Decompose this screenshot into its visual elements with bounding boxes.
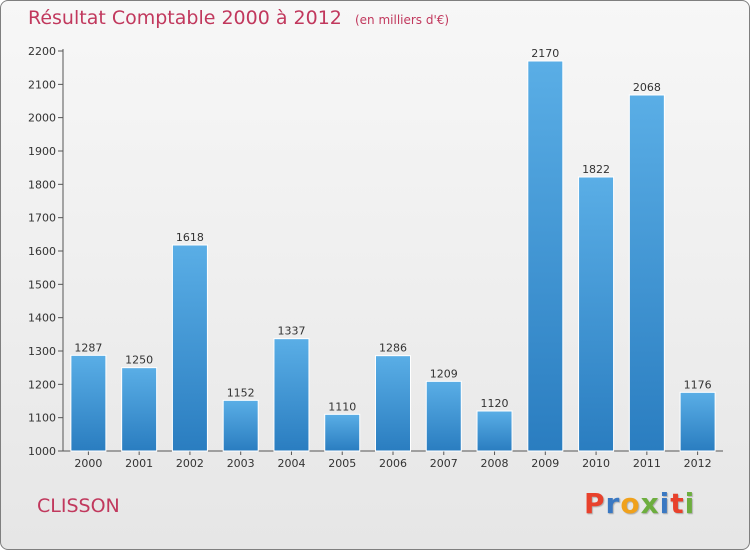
data-label-2010: 1822 — [582, 163, 610, 176]
y-tick-label: 2100 — [28, 78, 56, 91]
x-tick-label: 2004 — [277, 457, 305, 470]
x-tick-label: 2005 — [328, 457, 356, 470]
bar-2000 — [70, 354, 107, 452]
y-tick-label: 1000 — [28, 445, 56, 458]
x-tick-label: 2010 — [582, 457, 610, 470]
x-tick-label: 2009 — [531, 457, 559, 470]
commune-name: CLISSON — [37, 495, 120, 517]
data-label-2003: 1152 — [227, 386, 255, 399]
data-label-2006: 1286 — [379, 342, 407, 355]
bar-2012 — [679, 391, 716, 452]
bar-2002 — [171, 244, 208, 452]
logo-letter: r — [605, 487, 621, 520]
bar-2007 — [425, 380, 462, 452]
data-label-2008: 1120 — [481, 397, 509, 410]
bar-2008 — [476, 410, 513, 452]
data-label-2005: 1110 — [328, 400, 356, 413]
proxiti-logo: Proxiti — [584, 487, 695, 520]
unit-text: (en milliers d'€) — [354, 13, 450, 27]
data-label-2012: 1176 — [684, 378, 712, 391]
y-tick-label: 1200 — [28, 378, 56, 391]
data-label-2009: 2170 — [531, 47, 559, 60]
y-tick-label: 1900 — [28, 145, 56, 158]
data-label-2011: 2068 — [633, 81, 661, 94]
bar-2006 — [375, 355, 411, 452]
y-tick-label: 2000 — [28, 112, 56, 125]
bar-2009 — [527, 60, 564, 452]
bar-2003 — [222, 399, 259, 452]
x-tick-label: 2007 — [430, 457, 458, 470]
x-tick-label: 2011 — [633, 457, 661, 470]
x-tick-label: 2006 — [379, 457, 407, 470]
y-tick-label: 1600 — [28, 245, 56, 258]
labels: 1287 1250 1618 1152 1337 1110 1286 1209 1120 2170… — [74, 47, 711, 413]
logo-letter: i — [659, 487, 671, 520]
logo-letter: x — [640, 487, 660, 520]
data-label-2001: 1250 — [125, 354, 153, 367]
x-tick-label: 2000 — [74, 457, 102, 470]
x-tick-label: 2001 — [125, 457, 153, 470]
data-label-2002: 1618 — [176, 231, 204, 244]
y-tick-label: 1700 — [28, 212, 56, 225]
logo-letter: P — [584, 487, 606, 520]
logo-letter: o — [620, 487, 641, 520]
y-tick-label: 1800 — [28, 178, 56, 191]
logo-letter: i — [684, 487, 696, 520]
y-tick-label: 2200 — [28, 45, 56, 58]
y-tick-label: 1100 — [28, 412, 56, 425]
x-tick-label: 2003 — [227, 457, 255, 470]
data-label-2004: 1337 — [277, 325, 305, 338]
y-tick-label: 1400 — [28, 312, 56, 325]
bar-2010 — [578, 176, 615, 452]
logo-letter: t — [670, 487, 685, 520]
bar-2004 — [273, 338, 310, 452]
bars — [70, 60, 716, 452]
data-label-2007: 1209 — [430, 367, 458, 380]
bar-2011 — [628, 94, 665, 452]
bar-2001 — [121, 367, 158, 452]
data-label-2000: 1287 — [74, 341, 102, 354]
y-tick-label: 1300 — [28, 345, 56, 358]
y-tick-label: 1500 — [28, 278, 56, 291]
x-tick-label: 2012 — [684, 457, 712, 470]
chart-title: Résultat Comptable 2000 à 2012 (en milli… — [28, 7, 449, 29]
bar-2005 — [324, 413, 361, 452]
title-text: Résultat Comptable 2000 à 2012 — [28, 7, 342, 29]
x-tick-label: 2002 — [176, 457, 204, 470]
x-tick-label: 2008 — [481, 457, 509, 470]
